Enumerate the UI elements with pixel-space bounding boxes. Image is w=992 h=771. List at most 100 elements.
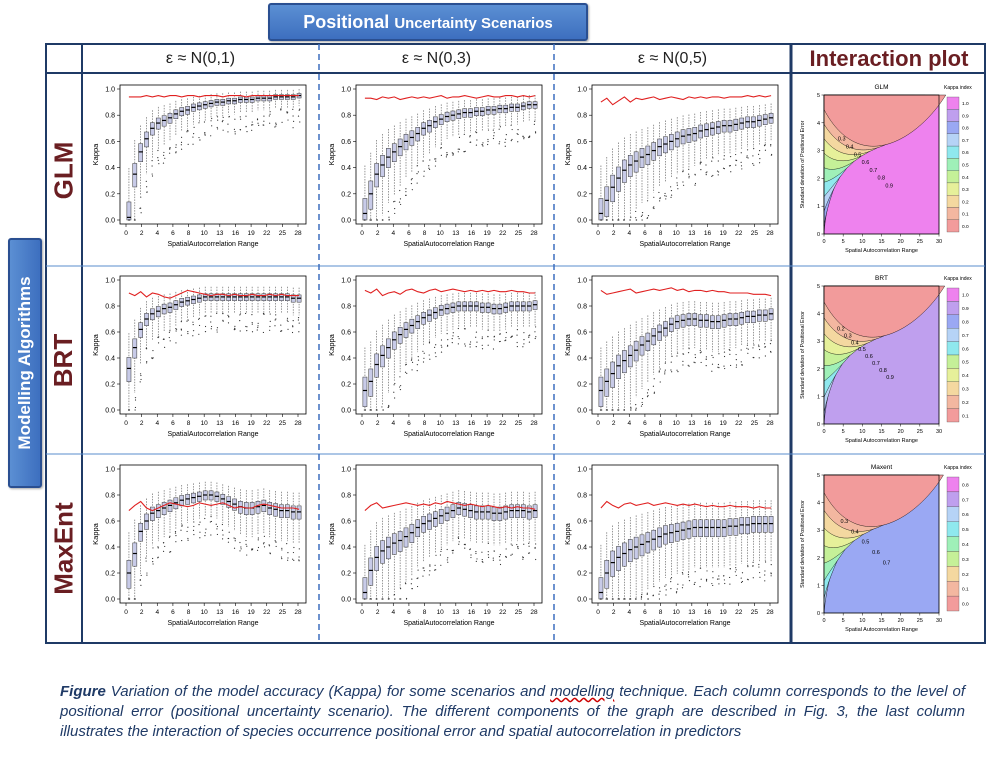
y-tick-label: 0.4 [341, 165, 351, 172]
legend-label: 0.0 [962, 602, 969, 608]
box-18 [468, 292, 473, 348]
outlier [193, 133, 195, 135]
outlier [187, 332, 189, 335]
box-12 [669, 304, 674, 373]
outlier [723, 355, 726, 358]
outlier [145, 557, 147, 559]
x-tick-label: 10 [201, 420, 209, 427]
outlier [387, 210, 389, 213]
box-2 [138, 307, 143, 383]
box-27 [757, 105, 762, 164]
y-tick-label: 1 [817, 394, 820, 400]
outlier [233, 547, 236, 549]
legend-swatch [946, 395, 960, 409]
outlier [269, 113, 271, 115]
box-4 [622, 137, 627, 221]
outlier [180, 148, 183, 150]
box-body [639, 336, 645, 356]
outlier [464, 328, 466, 330]
outlier [216, 116, 219, 118]
box-0 [126, 532, 132, 600]
x-tick-label: 28 [530, 609, 538, 616]
outlier [157, 149, 159, 152]
box-19 [238, 91, 243, 131]
outlier [528, 542, 530, 544]
outlier [293, 120, 295, 123]
outlier [252, 124, 254, 126]
box-3 [616, 331, 621, 411]
x-tick-label: 8 [659, 230, 663, 237]
outlier [718, 353, 720, 355]
outlier [705, 580, 708, 582]
y-tick-label: 1 [817, 583, 820, 589]
legend-label: 0.5 [962, 527, 969, 533]
legend-label: 1.0 [962, 293, 969, 299]
plot-frame [355, 84, 543, 225]
x-tick-label: 15 [878, 618, 884, 624]
box-20 [715, 502, 721, 585]
outlier [234, 540, 236, 542]
outlier [222, 129, 224, 131]
x-tick-label: 25 [279, 609, 287, 616]
outlier [482, 561, 484, 563]
outlier [523, 332, 525, 334]
outlier [724, 582, 726, 585]
legend-label: 0.1 [962, 413, 969, 419]
y-tick-label: 1.0 [577, 87, 587, 94]
outlier [653, 585, 655, 588]
outlier [187, 143, 189, 145]
x-tick-label: 19 [719, 230, 727, 237]
x-tick-label: 20 [898, 618, 904, 624]
box-4 [386, 319, 391, 409]
outlier [641, 401, 643, 404]
outlier [764, 144, 766, 147]
outlier [640, 405, 643, 407]
y-tick-label: 0.4 [577, 545, 587, 552]
box-29 [768, 103, 774, 156]
outlier [475, 144, 478, 146]
box-body [132, 338, 138, 359]
outlier [221, 121, 223, 123]
outlier [640, 598, 642, 600]
box-body [374, 353, 379, 378]
box-17 [462, 292, 467, 347]
outlier [652, 385, 655, 387]
x-tick-label: 30 [936, 239, 942, 245]
outlier [457, 327, 459, 330]
box-2 [138, 505, 143, 586]
box-14 [680, 115, 686, 186]
outlier [458, 541, 460, 543]
box-body [745, 517, 750, 535]
outlier [394, 397, 396, 399]
outlier [151, 357, 153, 359]
outlier [446, 152, 448, 154]
outlier [162, 550, 165, 552]
box-17 [698, 502, 703, 588]
outlier [246, 554, 248, 556]
modelling-algorithms-box: Modelling Algorithms [8, 238, 42, 488]
outlier [646, 392, 649, 394]
outlier [163, 154, 165, 156]
outlier [417, 359, 420, 361]
box-19 [474, 99, 479, 146]
box-body [386, 338, 391, 359]
box-24 [503, 97, 509, 147]
box-body [762, 516, 768, 533]
x-tick-label: 6 [171, 230, 175, 237]
box-body [686, 128, 692, 143]
box-5 [155, 106, 161, 165]
outlier [298, 556, 300, 558]
outlier [152, 557, 154, 560]
outlier [423, 170, 425, 172]
outlier [163, 151, 165, 154]
outlier [134, 397, 137, 399]
box-27 [285, 89, 290, 121]
outlier [423, 357, 425, 359]
outlier [447, 339, 449, 341]
x-tick-label: 22 [263, 609, 271, 616]
outlier [287, 559, 289, 561]
box-20 [715, 302, 721, 369]
